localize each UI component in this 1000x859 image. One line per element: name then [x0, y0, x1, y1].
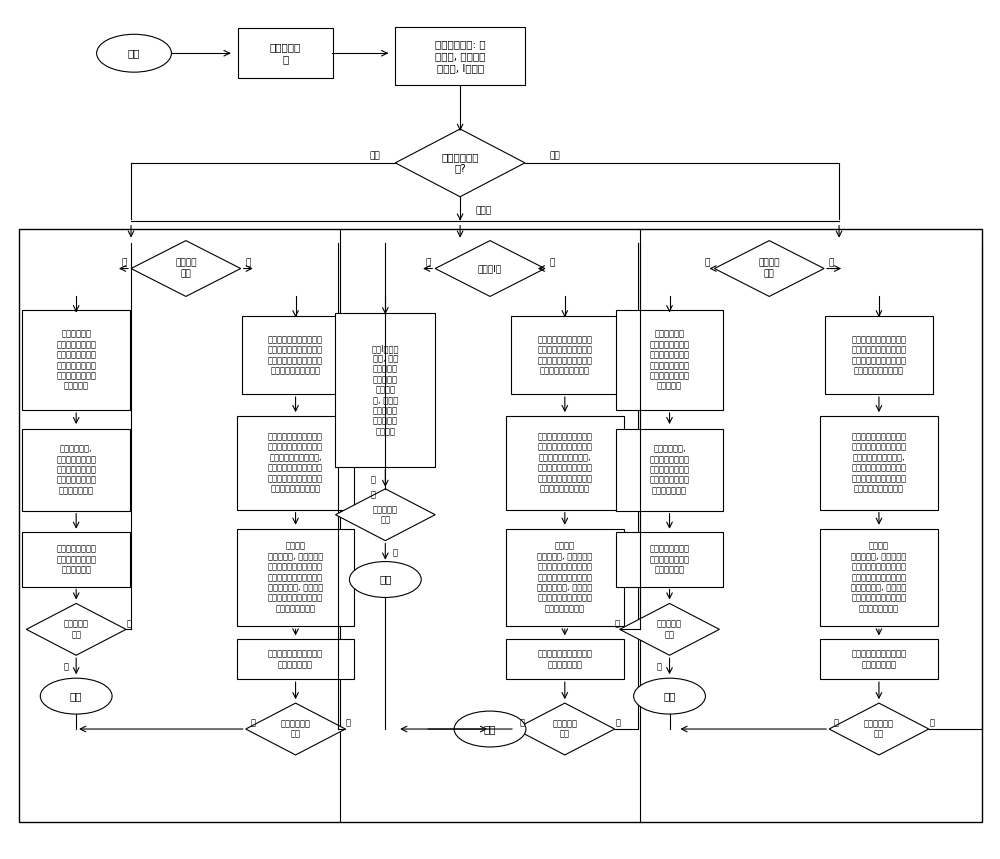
Text: 计算左目前一帧中按照设
定步长划分的所有宏块以
及经树状划分得到的小块
的像素和、像素平方和: 计算左目前一帧中按照设 定步长划分的所有宏块以 及经树状划分得到的小块 的像素和…	[537, 335, 592, 375]
Text: 是否为第
一帧: 是否为第 一帧	[175, 259, 197, 278]
Text: 是否为I帧: 是否为I帧	[478, 264, 502, 273]
Text: 否: 否	[615, 718, 620, 728]
Bar	[22, 310, 130, 410]
Text: 否: 否	[371, 475, 376, 484]
Text: 否: 否	[929, 718, 934, 728]
Text: 是是否为最后
一帧: 是是否为最后 一帧	[864, 719, 894, 739]
Polygon shape	[829, 704, 929, 755]
Bar	[237, 528, 354, 626]
Bar	[395, 27, 525, 85]
Text: 当前帧处于哪
目?: 当前帧处于哪 目?	[441, 152, 479, 174]
Text: 中间目: 中间目	[475, 206, 491, 216]
Ellipse shape	[634, 679, 705, 714]
Ellipse shape	[40, 679, 112, 714]
Bar	[506, 639, 624, 679]
Bar	[506, 416, 624, 509]
Text: 否: 否	[127, 618, 132, 628]
Bar	[22, 429, 130, 511]
Text: 读入系统信息: 压
缩帧数, 每帧图像
高和宽, I帧设置: 读入系统信息: 压 缩帧数, 每帧图像 高和宽, I帧设置	[435, 40, 485, 73]
Bar	[616, 533, 723, 587]
Text: 从码流中读入该帧所有宏
块的划分方式、每一个小
块的迭代函数系统系数,
从码流中读入该帧所有宏
块的划分方式、每一个小
块的迭代函数系统系数: 从码流中读入该帧所有宏 块的划分方式、每一个小 块的迭代函数系统系数, 从码流中…	[268, 432, 323, 493]
Text: 读入右目信息,
由各迭代函数系统
系数分别计算出解
码端的预测块形成
解码端的预测帧: 读入右目信息, 由各迭代函数系统 系数分别计算出解 码端的预测块形成 解码端的预…	[650, 445, 690, 495]
Text: 计算左目前一帧中按照设
定步长划分的所有宏块以
及经树状划分得到的小块
的像素和、像素平方和: 计算左目前一帧中按照设 定步长划分的所有宏块以 及经树状划分得到的小块 的像素和…	[851, 335, 906, 375]
Bar	[237, 416, 354, 509]
Text: 是: 是	[834, 718, 839, 728]
Text: 结束: 结束	[70, 691, 82, 701]
Text: 否: 否	[549, 258, 555, 267]
Text: 是: 是	[426, 258, 431, 267]
Text: 是: 是	[64, 663, 69, 672]
Text: 从码流中读入该帧所有宏
块的划分方式、每一个小
块的迭代函数系统系数,
从码流中读入该帧所有宏
块的划分方式、每一个小
块的迭代函数系统系数: 从码流中读入该帧所有宏 块的划分方式、每一个小 块的迭代函数系统系数, 从码流中…	[537, 432, 592, 493]
Text: 是否为最后
一帧: 是否为最后 一帧	[373, 505, 398, 525]
Text: 从码流中
残差帧数据, 其中由各迭
代函数系统系数分别计算
出解码端的预测块形成解
码端的预测帧, 残差帧数
据经过反量化和反变换得
到解码端残差帧。: 从码流中 残差帧数据, 其中由各迭 代函数系统系数分别计算 出解码端的预测块形成…	[268, 542, 323, 613]
Text: 结束: 结束	[663, 691, 676, 701]
Text: 否: 否	[393, 548, 398, 557]
Text: 解码端残差帧与预测帧之
和得到重建帧。: 解码端残差帧与预测帧之 和得到重建帧。	[851, 649, 906, 669]
Bar	[237, 639, 354, 679]
Text: 从码流中
残差帧数据, 其中由各迭
代函数系统系数分别计算
出解码端的预测块形成解
码端的预测帧, 残差帧数
据经过反量化和反变换得
到解码端残差帧。: 从码流中 残差帧数据, 其中由各迭 代函数系统系数分别计算 出解码端的预测块形成…	[851, 542, 907, 613]
Bar	[820, 416, 938, 509]
Text: 计算左目对应
帧中按照设定步长
划分的所有宏块以
及经树状划分得到
的小块的像素和、
像素平方和: 计算左目对应 帧中按照设定步长 划分的所有宏块以 及经树状划分得到 的小块的像素…	[650, 330, 690, 391]
Text: 是: 是	[250, 718, 255, 728]
Text: 残差帧数据经过反
量化和反变换得到
解码端残差帧: 残差帧数据经过反 量化和反变换得到 解码端残差帧	[56, 545, 96, 575]
Ellipse shape	[454, 711, 526, 747]
Text: 是: 是	[705, 258, 710, 267]
Text: 解码端残差帧与预测帧之
和得到重建帧。: 解码端残差帧与预测帧之 和得到重建帧。	[537, 649, 592, 669]
Text: 计算左目对应
帧中按照设定步长
划分的所有宏块以
及经树状划分得到
的小块的像素和、
像素平方和: 计算左目对应 帧中按照设定步长 划分的所有宏块以 及经树状划分得到 的小块的像素…	[56, 330, 96, 391]
Text: 是: 是	[519, 718, 524, 728]
Bar	[616, 429, 723, 511]
Text: 否: 否	[346, 718, 351, 728]
Text: 残差帧数据经过反
量化和反变换得到
解码端残差帧: 残差帧数据经过反 量化和反变换得到 解码端残差帧	[650, 545, 690, 575]
Text: 是: 是	[121, 258, 127, 267]
Polygon shape	[620, 603, 719, 655]
Polygon shape	[395, 129, 525, 197]
Text: 从码流中读入该帧所有宏
块的划分方式、每一个小
块的迭代函数系统系数,
从码流中读入该帧所有宏
块的划分方式、每一个小
块的迭代函数系统系数: 从码流中读入该帧所有宏 块的划分方式、每一个小 块的迭代函数系统系数, 从码流中…	[851, 432, 906, 493]
Bar	[238, 28, 333, 78]
Polygon shape	[26, 603, 126, 655]
Bar	[19, 228, 982, 822]
Ellipse shape	[97, 34, 171, 72]
Text: 是否为第
一帧: 是否为第 一帧	[759, 259, 780, 278]
Bar	[335, 313, 435, 467]
Bar	[616, 310, 723, 410]
Text: 否: 否	[245, 258, 250, 267]
Text: 计算左目前一帧中按照设
定步长划分的所有宏块以
及经树状划分得到的小块
的像素和、像素平方和: 计算左目前一帧中按照设 定步长划分的所有宏块以 及经树状划分得到的小块 的像素和…	[268, 335, 323, 375]
Polygon shape	[335, 489, 435, 540]
Polygon shape	[131, 241, 241, 296]
Bar	[825, 316, 933, 394]
Text: 开始: 开始	[128, 48, 140, 58]
Polygon shape	[714, 241, 824, 296]
Text: 是: 是	[657, 663, 662, 672]
Bar	[22, 533, 130, 587]
Text: 结束: 结束	[484, 724, 496, 734]
Text: 是否为最后
一帧: 是否为最后 一帧	[552, 719, 577, 739]
Text: 解码端残差帧与预测帧之
和得到重建帧。: 解码端残差帧与预测帧之 和得到重建帧。	[268, 649, 323, 669]
Ellipse shape	[349, 562, 421, 598]
Polygon shape	[246, 704, 345, 755]
Text: 右目: 右目	[549, 151, 560, 161]
Polygon shape	[435, 241, 545, 296]
Text: 结束: 结束	[379, 575, 392, 584]
Bar	[242, 316, 349, 394]
Text: 是: 是	[371, 490, 376, 499]
Text: 左目: 左目	[370, 151, 381, 161]
Bar	[820, 639, 938, 679]
Text: 读入右目信息,
由各迭代函数系统
系数分别计算出解
码端的预测块形成
解码端的预测帧: 读入右目信息, 由各迭代函数系统 系数分别计算出解 码端的预测块形成 解码端的预…	[56, 445, 96, 495]
Polygon shape	[515, 704, 615, 755]
Bar	[511, 316, 619, 394]
Text: 是否为最后
一帧: 是否为最后 一帧	[64, 619, 89, 639]
Bar	[506, 528, 624, 626]
Text: 读入码流信
息: 读入码流信 息	[270, 42, 301, 64]
Text: 是是否为最后
一帧: 是是否为最后 一帧	[281, 719, 311, 739]
Text: 从码流中
残差帧数据, 其中由各迭
代函数系统系数分别计算
出解码端的预测块形成解
码端的预测帧, 残差帧数
据经过反量化和反变换得
到解码端残差帧。: 从码流中 残差帧数据, 其中由各迭 代函数系统系数分别计算 出解码端的预测块形成…	[537, 542, 592, 613]
Text: 否: 否	[614, 618, 619, 628]
Text: 否: 否	[828, 258, 834, 267]
Bar	[820, 528, 938, 626]
Text: 是否为最后
一帧: 是否为最后 一帧	[657, 619, 682, 639]
Text: 读入I帧残差
数据, 经过
反量化和反
变换得到解
码端残差
帧, 与解码
端帧内预测
相加后得到
重建帧。: 读入I帧残差 数据, 经过 反量化和反 变换得到解 码端残差 帧, 与解码 端帧…	[372, 344, 399, 436]
